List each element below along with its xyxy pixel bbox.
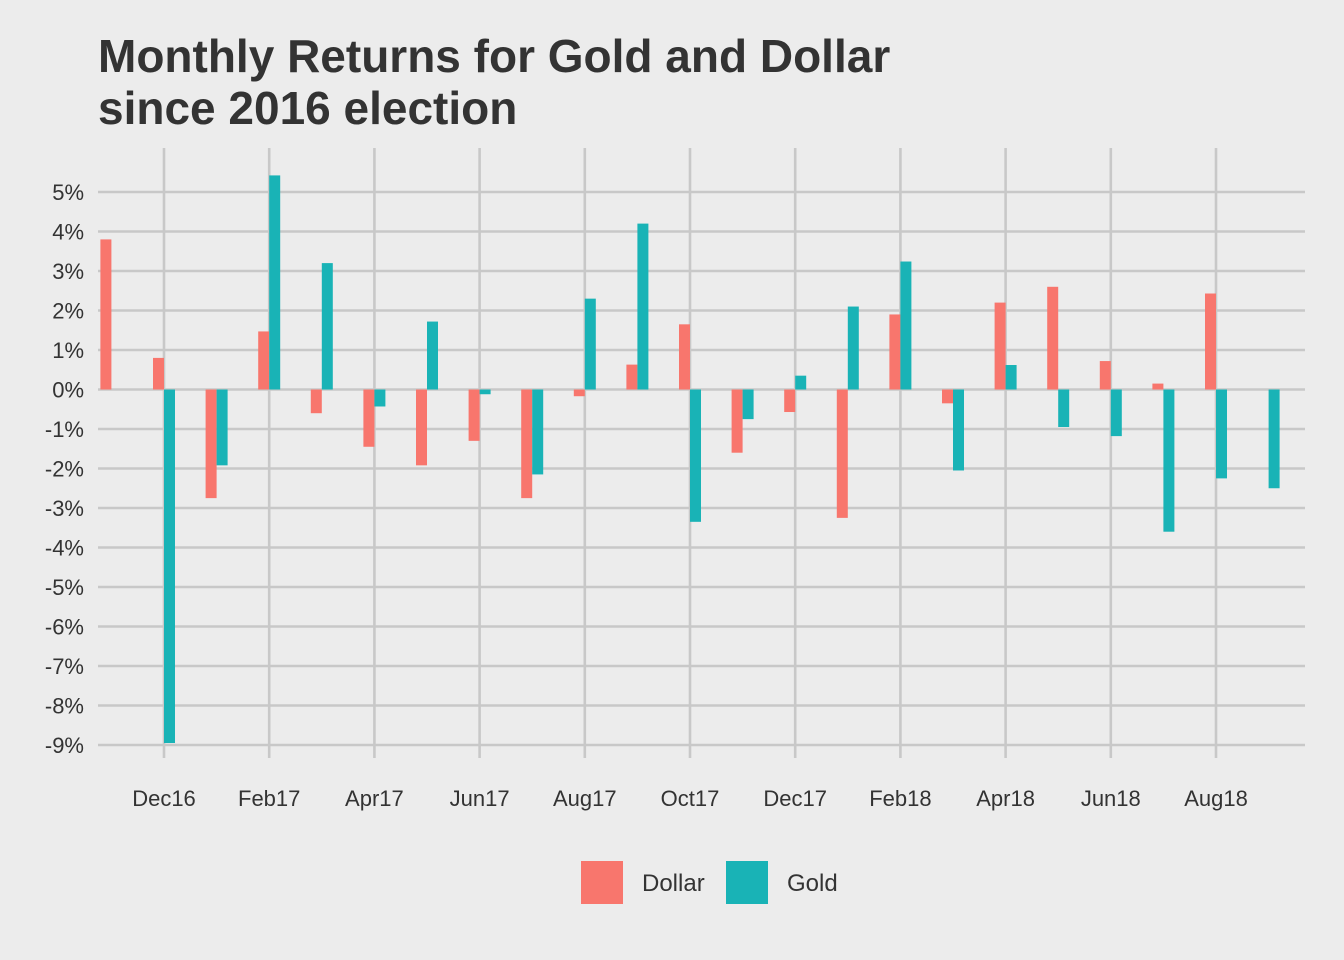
legend: Dollar Gold — [581, 861, 838, 904]
x-tick-label: Apr17 — [345, 786, 404, 811]
y-tick-label: -2% — [45, 457, 84, 482]
x-axis-tick-labels: Dec16 Feb17 Apr17 Jun17 Aug17 Oct17 Dec17 Feb18… — [132, 786, 1248, 811]
y-tick-label: 1% — [52, 338, 84, 363]
x-tick-label: Aug18 — [1184, 786, 1248, 811]
bar-gold-nov17 — [742, 389, 754, 420]
bar-dollar-aug17 — [573, 389, 585, 397]
x-tick-label: Oct17 — [661, 786, 720, 811]
bar-dollar-oct17 — [679, 324, 690, 390]
legend-key-dollar — [581, 861, 623, 904]
chart-title: Monthly Returns for Gold and Dollar sinc… — [98, 30, 890, 134]
x-tick-label: Feb17 — [238, 786, 300, 811]
x-tick-label: Aug17 — [553, 786, 617, 811]
bar-gold-sep17 — [637, 223, 649, 390]
x-tick-label: Dec17 — [763, 786, 827, 811]
bar-dollar-jan17 — [205, 389, 217, 499]
y-tick-label: -1% — [45, 417, 84, 442]
bar-gold-mar17 — [321, 263, 333, 390]
y-tick-label: -4% — [45, 536, 84, 561]
gridlines — [98, 148, 1305, 758]
y-tick-label: 0% — [52, 378, 84, 403]
bar-gold-may17 — [427, 321, 438, 390]
x-tick-label: Dec16 — [132, 786, 196, 811]
y-tick-label: 3% — [52, 259, 84, 284]
bar-gold-oct17 — [690, 389, 701, 522]
bar-dollar-dec16 — [153, 357, 164, 390]
y-tick-label: 2% — [52, 299, 84, 324]
bars — [100, 175, 1280, 744]
y-tick-label: 5% — [52, 180, 84, 205]
y-tick-label: -3% — [45, 496, 84, 521]
bar-dollar-apr18 — [994, 302, 1006, 390]
bar-gold-dec16 — [164, 389, 175, 744]
bar-gold-mar18 — [953, 389, 964, 471]
bar-dollar-mar17 — [310, 389, 322, 414]
legend-label-gold: Gold — [787, 870, 838, 897]
bar-dollar-may17 — [416, 389, 427, 466]
x-tick-label: Feb18 — [869, 786, 931, 811]
bar-gold-may18 — [1058, 389, 1070, 428]
y-tick-label: 4% — [52, 220, 84, 245]
x-tick-label: Jun18 — [1081, 786, 1141, 811]
bar-gold-jun18 — [1110, 389, 1122, 437]
bar-dollar-jan18 — [836, 389, 848, 518]
bar-dollar-dec17 — [784, 389, 796, 413]
bar-dollar-feb17 — [258, 331, 270, 390]
bar-dollar-nov17 — [731, 389, 743, 453]
y-tick-label: -9% — [45, 733, 84, 758]
bar-dollar-jun17 — [468, 389, 480, 441]
bar-dollar-feb18 — [889, 314, 901, 390]
x-tick-label: Apr18 — [976, 786, 1035, 811]
bar-gold-jun17 — [479, 389, 491, 395]
chart-title-line-2: since 2016 election — [98, 82, 518, 134]
bar-gold-jul17 — [532, 389, 544, 475]
y-tick-label: -6% — [45, 615, 84, 640]
x-tick-label: Jun17 — [450, 786, 510, 811]
chart-title-line-1: Monthly Returns for Gold and Dollar — [98, 30, 891, 82]
y-tick-label: -7% — [45, 654, 84, 679]
legend-label-dollar: Dollar — [642, 870, 705, 897]
bar-dollar-mar18 — [942, 389, 953, 404]
bar-gold-feb17 — [269, 175, 281, 390]
y-tick-label: -8% — [45, 694, 84, 719]
bar-dollar-jul17 — [521, 389, 533, 499]
y-axis-tick-labels: 5% 4% 3% 2% 1% 0% -1% -2% -3% -4% -5% -6% -7% -8% -9% — [45, 180, 84, 758]
bar-gold-feb18 — [900, 261, 912, 390]
bar-gold-aug17 — [584, 298, 596, 390]
bar-dollar-may18 — [1047, 286, 1059, 390]
bar-gold-jan18 — [847, 306, 859, 390]
bar-dollar-jul18 — [1152, 383, 1164, 390]
bar-gold-apr18 — [1005, 365, 1017, 390]
bar-dollar-apr17 — [363, 389, 375, 447]
bar-gold-sep18 — [1268, 389, 1280, 489]
bar-gold-aug18 — [1216, 389, 1227, 479]
bar-dollar-aug18 — [1205, 293, 1216, 390]
legend-key-gold — [726, 861, 768, 904]
bar-dollar-nov16 — [100, 239, 112, 390]
bar-dollar-sep17 — [626, 364, 638, 390]
bar-dollar-jun18 — [1099, 361, 1111, 390]
y-tick-label: -5% — [45, 575, 84, 600]
bar-gold-jan17 — [216, 389, 228, 466]
bar-gold-apr17 — [374, 389, 386, 407]
bar-gold-dec17 — [795, 375, 807, 390]
bar-gold-jul18 — [1163, 389, 1175, 532]
